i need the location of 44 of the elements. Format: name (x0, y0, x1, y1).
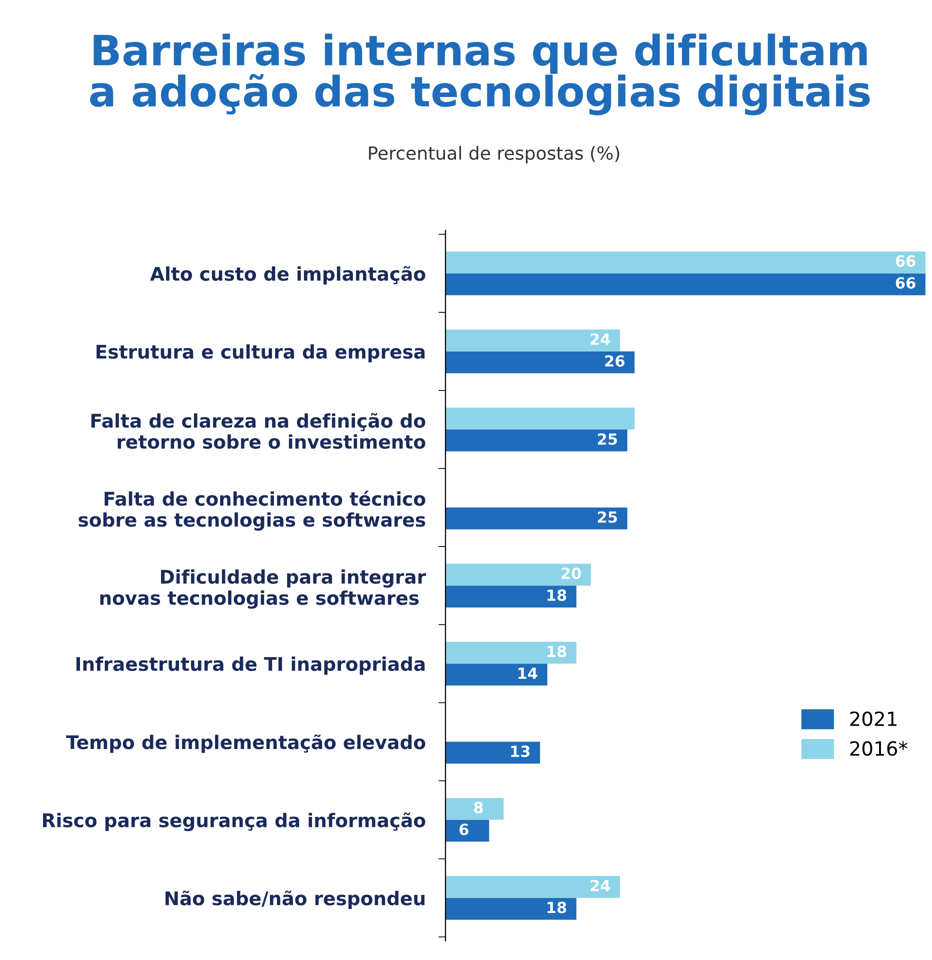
data-label: 18 (548, 902, 566, 914)
bar (445, 564, 591, 586)
data-label: 14 (518, 668, 538, 679)
chart-title: Barreiras internas que dificultam a adoção das tecnologias digitais (90, 34, 870, 116)
chart-subtitle: Percentual de respostas (%) (368, 146, 620, 164)
bar (445, 820, 490, 842)
y-tick-label: Tempo de implementação elevado (66, 734, 426, 753)
bar (445, 273, 926, 296)
y-tick-label: Risco para segurança da informação (43, 812, 426, 832)
data-label: 24 (590, 333, 610, 345)
y-tick-label: Estrutura e cultura da empresa (96, 344, 425, 362)
bar (445, 798, 504, 820)
y-tick-label: Dificuldade para integrar novas tecnologias e softwares (100, 569, 426, 609)
data-label: 13 (511, 746, 530, 758)
data-label: 18 (548, 589, 566, 601)
bar (445, 408, 635, 430)
data-label: 24 (590, 880, 610, 892)
y-tick-label: Falta de clareza na definição do retorno sobre o investimento (91, 412, 426, 449)
legend-label: 2016* (850, 741, 908, 756)
bar (445, 642, 576, 664)
y-tick-label: Alto custo de implantação (150, 266, 426, 285)
bar (445, 586, 576, 608)
bar (445, 351, 635, 374)
data-label: 18 (548, 646, 566, 658)
data-label: 25 (598, 433, 617, 445)
bar (445, 251, 926, 274)
bar (445, 742, 540, 764)
data-label: 8 (474, 802, 483, 814)
data-label: 6 (460, 824, 468, 836)
bar (445, 876, 620, 898)
bar (445, 508, 628, 530)
bar (445, 664, 548, 686)
data-label: 26 (605, 355, 624, 367)
y-tick-label: Não sabe/não respondeu (166, 890, 424, 910)
y-tick-label: Falta de conhecimento técnico sobre as tecnologias e softwares (78, 490, 426, 531)
data-label: 25 (598, 511, 617, 523)
y-tick-label: Infraestrutura de TI inapropriada (76, 656, 425, 675)
data-label: 20 (562, 568, 581, 580)
bar (445, 898, 576, 920)
bar (445, 330, 620, 352)
data-label: 66 (896, 277, 916, 289)
data-label: 66 (896, 255, 916, 267)
legend-label: 2021 (850, 711, 896, 726)
bar (445, 429, 628, 452)
